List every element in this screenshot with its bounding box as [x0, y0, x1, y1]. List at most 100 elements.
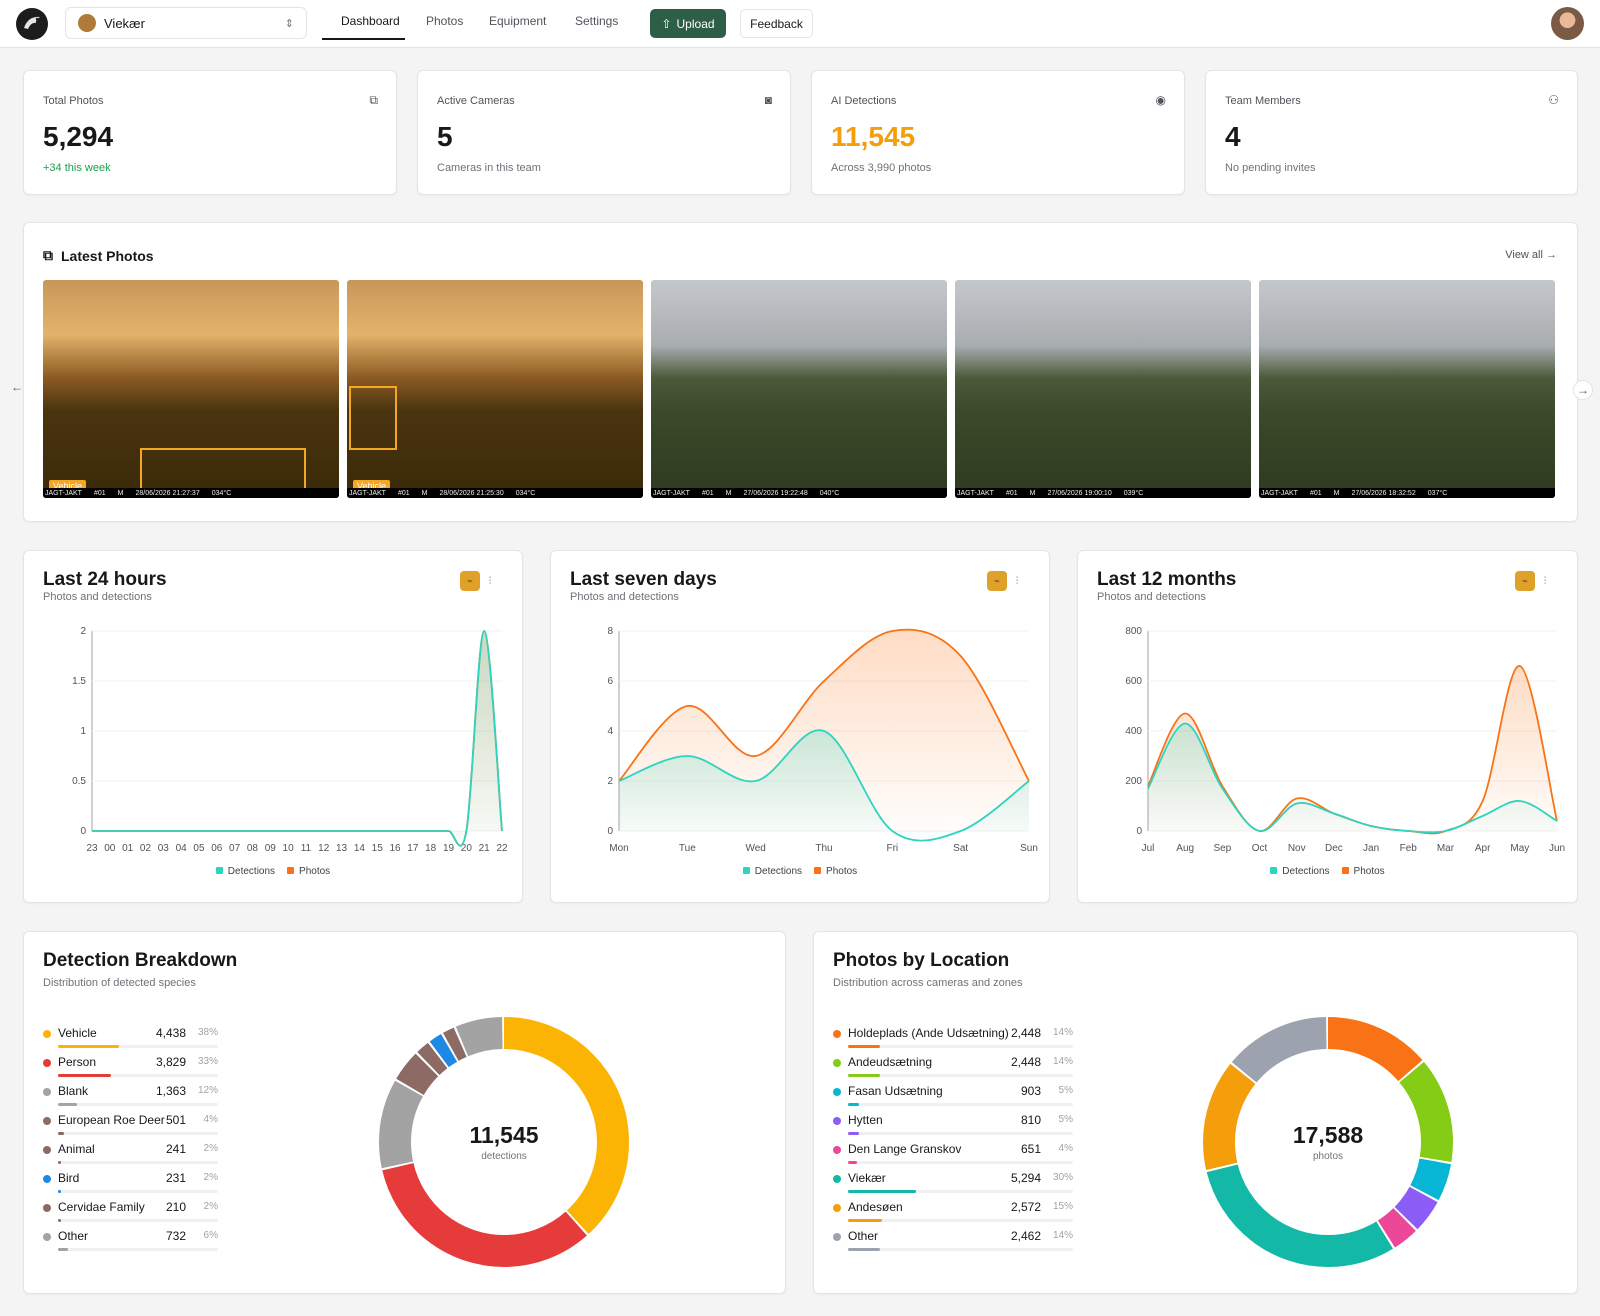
photo-thumbnail[interactable]: JAGT-JAKT #01 M 27/06/2026 19:22:48 040°C [651, 280, 947, 498]
y-tick-label: 0 [607, 826, 613, 837]
photo-thumbnail[interactable]: Vehicle JAGT-JAKT #01 M 28/06/2026 21:27:37 0… [43, 280, 339, 498]
area-chart-toggle-icon[interactable]: ⌁ [460, 571, 480, 591]
row-bar-fill [848, 1161, 857, 1164]
breakdown-title: Photos by Location [833, 950, 1010, 971]
row-bar-fill [848, 1045, 880, 1048]
breakdown-row[interactable]: Holdeplads (Ande Udsætning) 2,448 14% [833, 1026, 1073, 1055]
team-selector[interactable]: Viekær ⇕ [65, 7, 307, 39]
x-tick-label: 15 [372, 843, 384, 854]
tab-photos[interactable]: Photos [426, 14, 464, 28]
x-tick-label: 07 [229, 843, 241, 854]
photo-thumbnail[interactable]: JAGT-JAKT #01 M 27/06/2026 18:32:52 037°C [1259, 280, 1555, 498]
breakdown-row[interactable]: Viekær 5,294 30% [833, 1171, 1073, 1200]
stat-value: 11,545 [831, 121, 916, 152]
breakdown-row[interactable]: Andesøen 2,572 15% [833, 1200, 1073, 1229]
breakdown-row[interactable]: Den Lange Granskov 651 4% [833, 1142, 1073, 1171]
chart-title: Last 12 months [1097, 569, 1237, 590]
row-name: Other [58, 1229, 89, 1243]
breakdown-row[interactable]: Cervidae Family 210 2% [43, 1200, 218, 1229]
breakdown-row[interactable]: Other 732 6% [43, 1229, 218, 1258]
y-tick-label: 600 [1125, 676, 1142, 687]
breakdown-row[interactable]: Andeudsætning 2,448 14% [833, 1055, 1073, 1084]
x-tick-label: 04 [176, 843, 188, 854]
tab-dashboard[interactable]: Dashboard [341, 14, 400, 28]
row-count: 501 [165, 1113, 186, 1127]
strip-field: M [117, 489, 124, 497]
detection-donut-chart [379, 1017, 629, 1267]
legend-dot-icon [43, 1175, 51, 1183]
bar-chart-toggle-icon[interactable]: ⫶ [1015, 575, 1019, 587]
area-chart-toggle-icon[interactable]: ⌁ [987, 571, 1007, 591]
chevron-updown-icon: ⇕ [284, 17, 294, 30]
row-bar-fill [848, 1219, 882, 1222]
upload-button[interactable]: ⇧ Upload [650, 9, 726, 38]
donut-slice[interactable] [1203, 1017, 1453, 1267]
donut-slice[interactable] [379, 1017, 629, 1267]
row-bar-fill [848, 1132, 860, 1135]
x-tick-label: 12 [318, 843, 330, 854]
row-bar-track [58, 1161, 218, 1164]
users-icon: ⚇ [1548, 93, 1559, 107]
row-bar-fill [58, 1045, 119, 1048]
donut-slice[interactable] [379, 1017, 629, 1267]
x-tick-label: 11 [301, 843, 312, 854]
breakdown-row[interactable]: Bird 231 2% [43, 1171, 218, 1200]
row-count: 810 [1020, 1113, 1041, 1127]
row-name: Andesøen [848, 1200, 903, 1214]
donut-slice[interactable] [1203, 1017, 1453, 1267]
camera-info-strip: JAGT-JAKT #01 M 28/06/2026 21:27:37 034°C [43, 488, 339, 498]
row-name: Fasan Udsætning [848, 1084, 943, 1098]
view-all-link[interactable]: View all → [1505, 249, 1557, 261]
app-logo[interactable] [16, 8, 48, 40]
breakdown-title: Detection Breakdown [43, 950, 238, 971]
donut-slice[interactable] [1203, 1017, 1453, 1267]
strip-field: 27/06/2026 19:22:48 [743, 489, 808, 497]
row-bar-fill [58, 1190, 62, 1193]
detection-breakdown-card: Detection Breakdown Distribution of dete… [23, 931, 786, 1294]
strip-field: 28/06/2026 21:25:30 [439, 489, 504, 497]
donut-slice[interactable] [1203, 1017, 1453, 1267]
carousel-next-button[interactable]: → [1573, 380, 1593, 400]
breakdown-row[interactable]: Other 2,462 14% [833, 1229, 1073, 1258]
x-tick-label: 06 [211, 843, 223, 854]
row-bar-track [58, 1190, 218, 1193]
breakdown-row[interactable]: Fasan Udsætning 903 5% [833, 1084, 1073, 1113]
breakdown-row[interactable]: European Roe Deer 501 4% [43, 1113, 218, 1142]
donut-slice[interactable] [379, 1017, 629, 1267]
row-name: Animal [58, 1142, 95, 1156]
row-count: 241 [165, 1142, 186, 1156]
tab-equipment[interactable]: Equipment [489, 14, 547, 28]
stat-label: Total Photos [43, 95, 104, 107]
bar-chart-toggle-icon[interactable]: ⫶ [1543, 575, 1547, 587]
strip-field: #01 [397, 489, 410, 497]
breakdown-row[interactable]: Person 3,829 33% [43, 1055, 218, 1084]
row-count: 210 [165, 1200, 186, 1214]
breakdown-row[interactable]: Blank 1,363 12% [43, 1084, 218, 1113]
y-tick-label: 1.5 [72, 676, 86, 687]
user-avatar[interactable] [1551, 7, 1584, 40]
row-count: 4,438 [155, 1026, 186, 1040]
photo-thumbnail[interactable]: Vehicle JAGT-JAKT #01 M 28/06/2026 21:25:30 0… [347, 280, 643, 498]
legend-dot-icon [833, 1059, 841, 1067]
row-count: 651 [1020, 1142, 1041, 1156]
row-name: Cervidae Family [58, 1200, 145, 1214]
tab-settings[interactable]: Settings [575, 14, 619, 28]
breakdown-row[interactable]: Hytten 810 5% [833, 1113, 1073, 1142]
x-tick-label: Feb [1400, 843, 1418, 854]
area-chart-toggle-icon[interactable]: ⌁ [1515, 571, 1535, 591]
feedback-button[interactable]: Feedback [740, 9, 813, 38]
y-tick-label: 1 [80, 726, 86, 737]
x-tick-label: Apr [1475, 843, 1491, 854]
y-tick-label: 6 [607, 676, 613, 687]
photo-thumbnail[interactable]: JAGT-JAKT #01 M 27/06/2026 19:00:10 039°C [955, 280, 1251, 498]
breakdown-row[interactable]: Animal 241 2% [43, 1142, 218, 1171]
breakdown-row[interactable]: Vehicle 4,438 38% [43, 1026, 218, 1055]
carousel-prev-button[interactable]: ← [11, 380, 23, 394]
y-tick-label: 0 [1136, 826, 1142, 837]
stat-label: Team Members [1225, 95, 1301, 107]
x-tick-label: Jul [1142, 843, 1155, 854]
x-tick-label: 22 [496, 843, 508, 854]
bar-chart-toggle-icon[interactable]: ⫶ [488, 575, 492, 587]
breakdown-subtitle: Distribution across cameras and zones [833, 977, 1023, 989]
x-tick-label: Aug [1176, 843, 1194, 854]
